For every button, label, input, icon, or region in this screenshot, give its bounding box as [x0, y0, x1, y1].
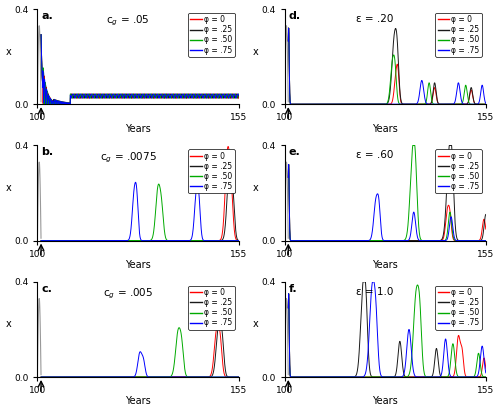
Y-axis label: x: x: [6, 47, 12, 56]
Text: c$_g$ = .05: c$_g$ = .05: [106, 14, 150, 28]
Y-axis label: x: x: [6, 183, 12, 193]
X-axis label: Years: Years: [372, 396, 398, 407]
Text: c$_g$ = .0075: c$_g$ = .0075: [100, 150, 156, 165]
Y-axis label: x: x: [253, 183, 258, 193]
Text: e.: e.: [288, 147, 300, 157]
Legend: φ = 0, φ = .25, φ = .50, φ = .75: φ = 0, φ = .25, φ = .50, φ = .75: [436, 13, 482, 57]
Legend: φ = 0, φ = .25, φ = .50, φ = .75: φ = 0, φ = .25, φ = .50, φ = .75: [436, 149, 482, 193]
Text: ε = .20: ε = .20: [356, 14, 394, 24]
Y-axis label: x: x: [253, 319, 258, 330]
Y-axis label: x: x: [253, 47, 258, 56]
Text: d.: d.: [288, 11, 301, 21]
Text: c.: c.: [42, 284, 52, 294]
Text: f.: f.: [288, 284, 298, 294]
X-axis label: Years: Years: [125, 124, 151, 133]
Legend: φ = 0, φ = .25, φ = .50, φ = .75: φ = 0, φ = .25, φ = .50, φ = .75: [436, 286, 482, 330]
X-axis label: Years: Years: [372, 124, 398, 133]
Legend: φ = 0, φ = .25, φ = .50, φ = .75: φ = 0, φ = .25, φ = .50, φ = .75: [188, 149, 235, 193]
Legend: φ = 0, φ = .25, φ = .50, φ = .75: φ = 0, φ = .25, φ = .50, φ = .75: [188, 13, 235, 57]
X-axis label: Years: Years: [125, 260, 151, 270]
Text: c$_g$ = .005: c$_g$ = .005: [103, 287, 153, 301]
Text: a.: a.: [42, 11, 53, 21]
Text: ε = .60: ε = .60: [356, 150, 394, 160]
X-axis label: Years: Years: [372, 260, 398, 270]
Y-axis label: x: x: [6, 319, 12, 330]
X-axis label: Years: Years: [125, 396, 151, 407]
Legend: φ = 0, φ = .25, φ = .50, φ = .75: φ = 0, φ = .25, φ = .50, φ = .75: [188, 286, 235, 330]
Text: b.: b.: [42, 147, 54, 157]
Text: ε = 1.0: ε = 1.0: [356, 287, 394, 297]
